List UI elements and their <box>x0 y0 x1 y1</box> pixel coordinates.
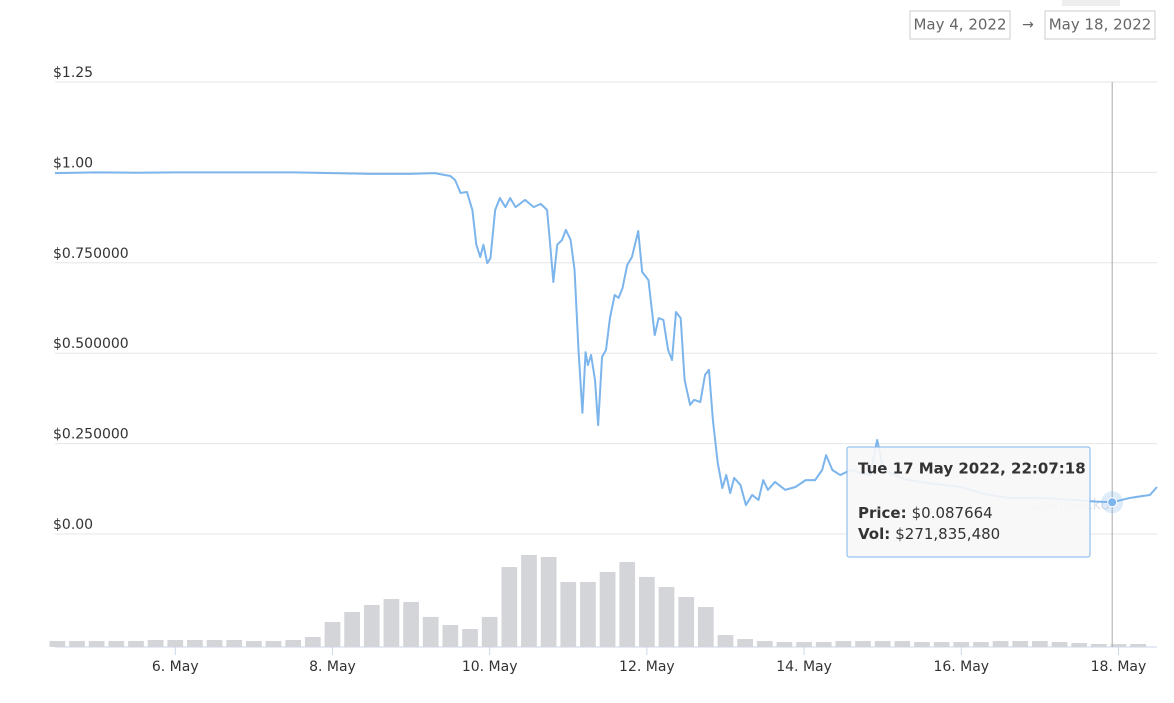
volume-bar <box>363 604 380 647</box>
volume-bar <box>933 642 950 647</box>
volume-bar <box>324 621 341 647</box>
plot <box>54 171 1158 507</box>
volume-bar <box>835 640 852 647</box>
volume-bar <box>521 554 537 647</box>
x-tick-label: 10. May <box>462 659 518 675</box>
volume-bar <box>776 642 793 647</box>
volume-bar <box>580 582 596 647</box>
volume-bar <box>717 635 734 647</box>
hover-point <box>1107 497 1118 508</box>
volume-bar <box>206 639 223 647</box>
range-arrow: → <box>1022 17 1034 33</box>
x-tick-label: 18. May <box>1091 659 1147 675</box>
volume-bar <box>1090 643 1107 647</box>
volume-bar <box>619 561 636 647</box>
volume-bar <box>128 640 144 647</box>
volume-bar <box>815 642 832 647</box>
y-tick-label: $1.00 <box>53 155 93 171</box>
x-tick-label: 14. May <box>776 659 832 675</box>
button-edge <box>1062 0 1120 6</box>
tooltip-price: Price: $0.087664 <box>858 504 993 522</box>
volume-bar <box>1051 642 1068 647</box>
volume-bar <box>383 599 400 647</box>
volume-bar <box>894 640 911 647</box>
volume-bar <box>697 607 714 647</box>
tooltip-title: Tue 17 May 2022, 22:07:18 <box>858 460 1086 478</box>
volume-bar <box>422 616 439 647</box>
tooltip-price-value: $0.087664 <box>912 504 993 522</box>
volume-bar <box>246 640 262 647</box>
volume-bar <box>639 576 655 647</box>
volume-bars <box>49 554 1146 647</box>
volume-bar <box>226 639 243 647</box>
range-start-box[interactable] <box>909 10 1011 40</box>
x-tick-label: 8. May <box>309 659 356 675</box>
volume-bar <box>49 640 66 647</box>
volume-bar <box>737 639 753 647</box>
y-tick-label: $0.00 <box>53 517 93 533</box>
range-end[interactable]: May 18, 2022 <box>1049 16 1152 34</box>
volume-bar <box>1071 643 1088 647</box>
volume-bar <box>992 640 1009 647</box>
volume-bar <box>914 642 930 647</box>
volume-bar <box>481 616 498 647</box>
volume-bar <box>560 582 577 647</box>
range-end-box[interactable] <box>1044 10 1156 40</box>
x-tick-label: 6. May <box>152 659 199 675</box>
volume-bar <box>796 642 812 647</box>
volume-bar <box>167 639 184 647</box>
volume-bar <box>501 567 518 647</box>
tooltip-vol-label: Vol: <box>858 525 890 543</box>
y-tick-label: $0.250000 <box>53 427 129 443</box>
volume-bar <box>1130 643 1146 647</box>
volume-bar <box>756 640 773 647</box>
volume-bar <box>874 640 891 647</box>
volume-bar <box>1012 640 1029 647</box>
volume-bar <box>403 601 419 647</box>
volume-bar <box>187 639 203 647</box>
grid: $0.00 $0.250000 $0.500000 $0.750000 $1.00 $1.… <box>53 65 1157 675</box>
tooltip-vol-value: $271,835,480 <box>895 525 1000 543</box>
volume-bar <box>304 636 321 647</box>
volume-bar <box>285 639 302 647</box>
y-tick-label: $0.750000 <box>53 246 129 262</box>
volume-bar <box>1110 644 1127 647</box>
volume-bar <box>147 639 164 647</box>
volume-bar <box>953 642 970 647</box>
volume-bar <box>442 625 459 647</box>
tooltip-price-label: Price: <box>858 504 907 522</box>
volume-bar <box>678 596 695 647</box>
volume-bar <box>108 640 125 647</box>
price-line <box>54 171 1158 507</box>
volume-bar <box>658 586 675 647</box>
tooltip-box <box>846 446 1091 558</box>
x-tick-label: 16. May <box>933 659 989 675</box>
volume-bar <box>69 640 85 647</box>
volume-bar <box>462 629 478 647</box>
tooltip-vol: Vol: $271,835,480 <box>858 525 1000 543</box>
y-tick-label: $0.500000 <box>53 336 129 352</box>
tooltip: Tue 17 May 2022, 22:07:18 Price: $0.087664… <box>846 82 1124 647</box>
volume-bar <box>344 611 360 647</box>
volume-bar <box>540 557 557 647</box>
x-tick-label: 12. May <box>619 659 675 675</box>
volume-bar <box>855 640 871 647</box>
volume-bar <box>599 571 616 647</box>
volume-bar <box>1032 640 1048 647</box>
volume-bar <box>973 642 989 647</box>
range-start[interactable]: May 4, 2022 <box>913 16 1006 34</box>
y-tick-label: $1.25 <box>53 65 93 81</box>
volume-bar <box>265 640 282 647</box>
volume-bar <box>88 640 105 647</box>
